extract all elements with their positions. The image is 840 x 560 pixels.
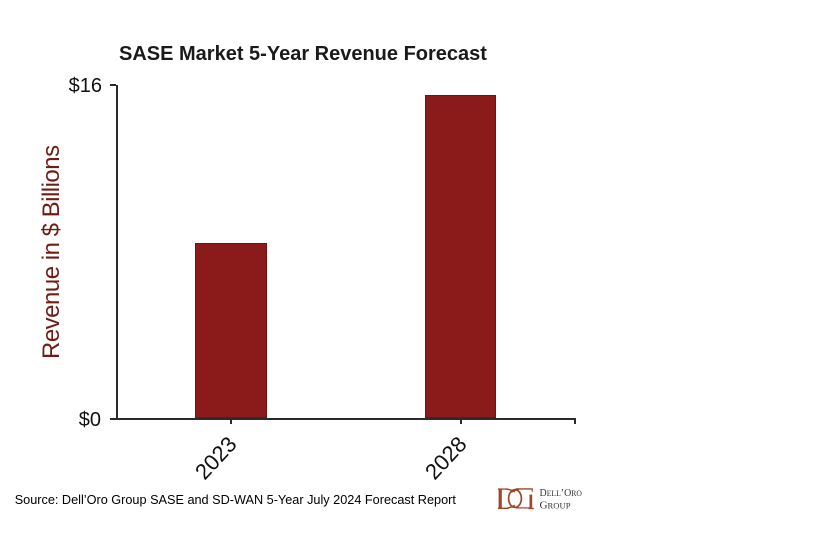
svg-text:DELL’ORO: DELL’ORO xyxy=(540,487,583,499)
svg-text:GROUP: GROUP xyxy=(540,500,571,512)
